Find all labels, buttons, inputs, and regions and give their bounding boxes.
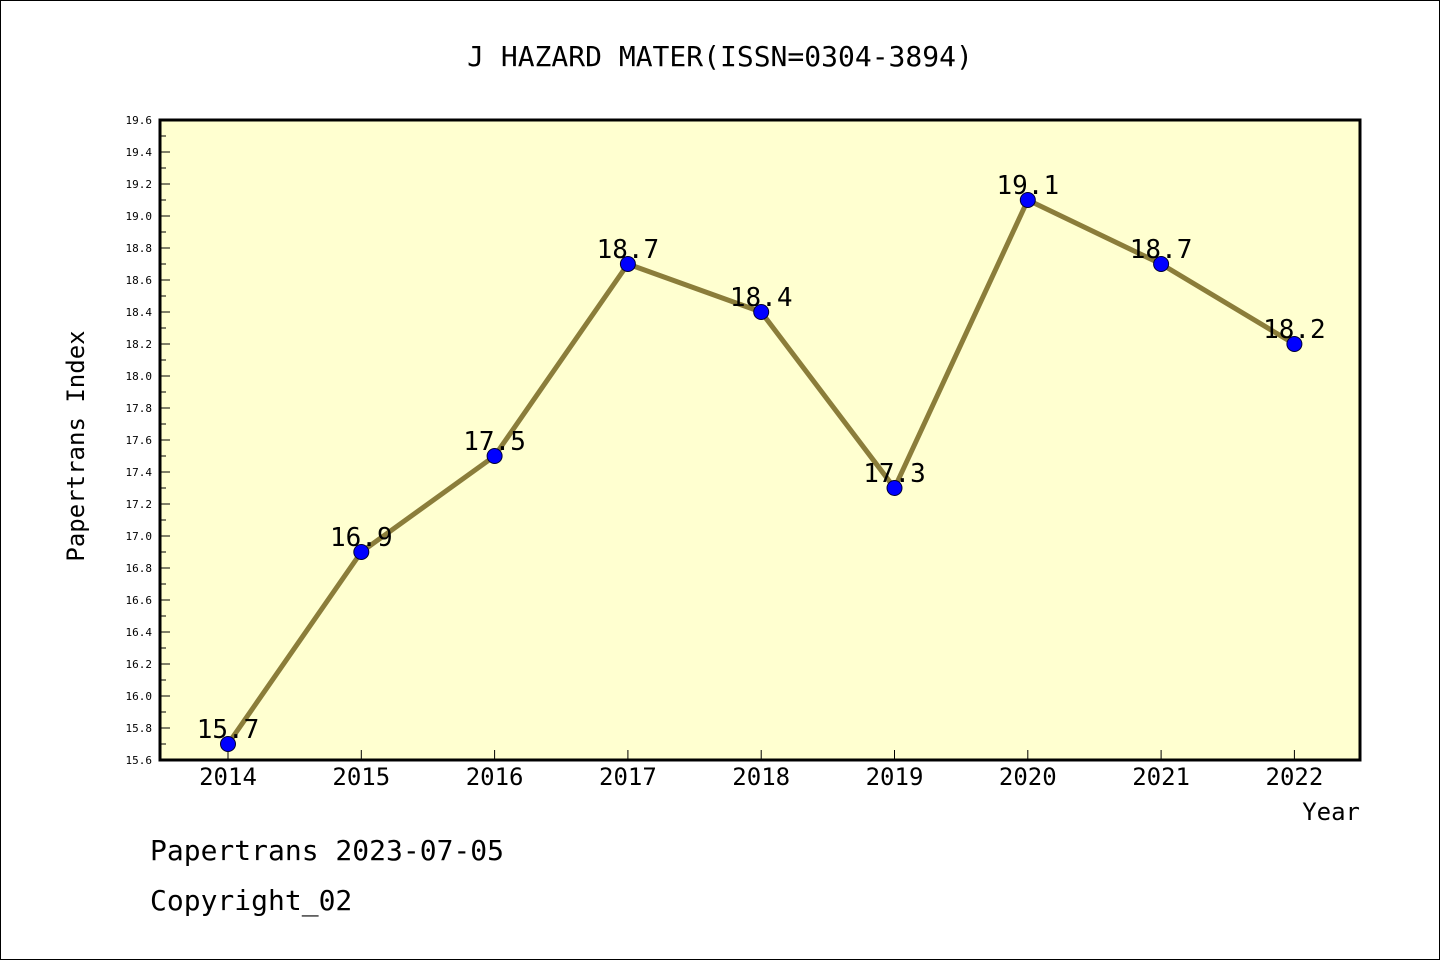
- data-label: 17.3: [863, 459, 926, 489]
- y-tick-label: 19.4: [126, 146, 153, 159]
- x-tick-label: 2022: [1266, 763, 1324, 791]
- y-tick-label: 17.8: [126, 402, 153, 415]
- data-point: [486, 448, 503, 464]
- y-tick-label: 18.0: [126, 370, 153, 383]
- data-label: 18.7: [1130, 235, 1193, 265]
- y-tick-label: 19.6: [126, 114, 153, 127]
- y-axis-label: Papertrans Index: [62, 330, 90, 561]
- x-tick-label: 2014: [199, 763, 257, 791]
- x-tick-label: 2020: [999, 763, 1057, 791]
- y-tick-label: 16.4: [126, 626, 153, 639]
- data-point: [886, 480, 903, 496]
- data-label: 18.2: [1263, 315, 1326, 345]
- x-tick-label: 2021: [1132, 763, 1190, 791]
- data-label: 16.9: [330, 523, 393, 553]
- data-point: [220, 736, 236, 752]
- footer-date: Papertrans 2023-07-05: [150, 834, 505, 867]
- y-tick-label: 18.6: [126, 274, 153, 287]
- x-axis-label: Year: [1302, 798, 1360, 826]
- data-point: [1286, 336, 1303, 352]
- y-tick-label: 16.2: [126, 658, 153, 671]
- data-point: [753, 304, 770, 320]
- data-label: 18.7: [597, 235, 660, 265]
- y-tick-label: 17.4: [126, 466, 153, 479]
- data-label: 15.7: [197, 715, 260, 745]
- footer-copyright: Copyright_02: [150, 884, 353, 917]
- data-point: [619, 256, 636, 272]
- y-tick-label: 18.4: [126, 306, 153, 319]
- y-tick-label: 15.6: [126, 754, 153, 767]
- y-tick-label: 19.0: [126, 210, 153, 223]
- y-tick-label: 15.8: [126, 722, 153, 735]
- data-point: [353, 544, 370, 560]
- x-tick-label: 2016: [466, 763, 524, 791]
- data-point: [1153, 256, 1170, 272]
- y-tick-label: 18.2: [126, 338, 153, 351]
- plot-area: [158, 118, 1362, 762]
- data-points: [220, 192, 1303, 752]
- data-point: [1019, 192, 1036, 208]
- x-tick-label: 2019: [866, 763, 924, 791]
- y-axis: 15.6 15.8 16.0 16.2 16.4 16.6 16.8 17.0 17.2 17.4…: [126, 114, 170, 767]
- data-labels: 15.7 16.9 17.5 18.7 18.4 17.3 19.1 18.7 18.2: [197, 171, 1326, 745]
- x-tick-label: 2017: [599, 763, 657, 791]
- y-tick-label: 17.0: [126, 530, 153, 543]
- x-tick-label: 2018: [732, 763, 790, 791]
- data-label: 18.4: [730, 283, 793, 313]
- x-axis: 2014 2015 2016 2017 2018 2019 2020 2021 2022: [199, 750, 1323, 791]
- chart-title: J HAZARD MATER(ISSN=0304-3894): [467, 40, 973, 73]
- y-tick-label: 16.6: [126, 594, 153, 607]
- y-tick-label: 16.8: [126, 562, 153, 575]
- data-label: 19.1: [996, 171, 1059, 201]
- y-tick-label: 18.8: [126, 242, 153, 255]
- y-tick-label: 17.6: [126, 434, 153, 447]
- data-label: 17.5: [463, 427, 526, 457]
- y-tick-label: 19.2: [126, 178, 153, 191]
- x-tick-label: 2015: [332, 763, 390, 791]
- y-tick-label: 16.0: [126, 690, 153, 703]
- y-tick-label: 17.2: [126, 498, 153, 511]
